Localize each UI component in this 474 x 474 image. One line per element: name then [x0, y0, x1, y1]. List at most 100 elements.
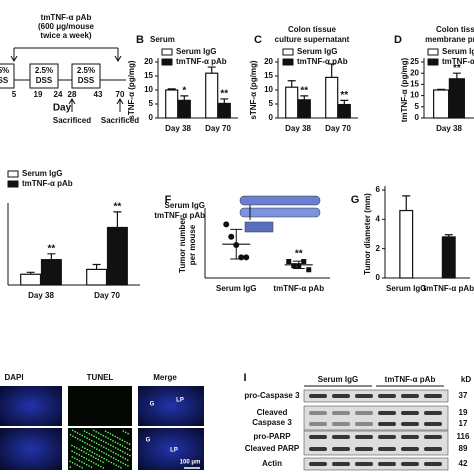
band	[378, 422, 396, 426]
label: Sacrificed	[53, 116, 91, 125]
x-tick-label: Day 70	[94, 291, 120, 300]
error-bar	[402, 195, 411, 211]
row-label: Cleaved	[257, 408, 288, 417]
x-tick-label: Day 70	[325, 124, 351, 133]
point	[228, 233, 235, 240]
error-bar	[452, 72, 461, 79]
band	[309, 411, 327, 415]
band	[309, 447, 327, 451]
chart-title: Serum	[150, 35, 175, 44]
x-tick-label: Day 38	[165, 124, 191, 133]
tunel-dot	[92, 461, 95, 464]
band	[332, 411, 350, 415]
row-label: Actin	[262, 459, 282, 468]
tunel-dot	[98, 438, 100, 440]
tunel-dot	[85, 463, 88, 466]
tunel-dot	[119, 449, 122, 452]
arrow	[10, 48, 122, 62]
kd-label: 17	[459, 419, 468, 428]
merge-image	[138, 428, 204, 470]
band	[401, 411, 419, 415]
tunel-dot	[100, 445, 103, 447]
tunel-dot	[105, 436, 107, 438]
label: Sacrificed	[101, 116, 139, 125]
tunel-dot	[88, 432, 91, 435]
tunel-dot	[97, 432, 100, 434]
label: DSS	[78, 76, 95, 85]
tunel-dot	[81, 440, 84, 443]
panel-letter: C	[254, 34, 262, 46]
tunel-dot	[112, 445, 114, 448]
tunel-dot	[78, 459, 81, 462]
tunel-dot	[71, 429, 74, 432]
error-bar	[292, 260, 305, 270]
group-label: tmTNF-α pAb	[385, 375, 436, 384]
y-tick-label: 15	[264, 71, 273, 80]
label: 43	[94, 90, 103, 99]
label: Day	[53, 103, 72, 114]
column-label: DAPI	[4, 373, 23, 382]
error-bar	[92, 263, 101, 270]
tunel-dot	[102, 461, 104, 463]
tunel-dot	[85, 452, 88, 454]
significance: **	[220, 89, 228, 100]
band	[378, 394, 396, 398]
tunel-dot	[86, 437, 88, 439]
y-axis-label: per mouse	[188, 224, 197, 265]
row-label: Cleaved PARP	[245, 444, 300, 453]
tunel-dot	[83, 451, 85, 453]
error-bar	[287, 80, 296, 88]
tunel-dot	[90, 460, 93, 463]
tunel-dot	[124, 457, 127, 460]
tunel-dot	[95, 457, 97, 460]
band	[378, 462, 396, 466]
unit-label: kD	[461, 375, 471, 384]
kd-label: 19	[459, 408, 468, 417]
tunel-dot	[100, 450, 103, 453]
tunel-dot	[100, 433, 102, 436]
significance: **	[295, 249, 303, 260]
label: 24	[54, 90, 63, 99]
band	[401, 435, 419, 439]
legend-label: tmTNF-α pAb	[22, 179, 73, 188]
tunel-dot	[95, 430, 98, 433]
tunel-dot	[107, 454, 110, 457]
blot-strip	[303, 405, 449, 431]
tunel-dot	[128, 449, 131, 451]
x-tick-label: Day 38	[285, 124, 311, 133]
error-bar	[230, 228, 243, 260]
region-label: LP	[176, 398, 184, 404]
x-tick-label: Day 38	[28, 291, 54, 300]
chart-title: Colon tissue	[288, 25, 337, 34]
error-bar	[340, 99, 349, 105]
chart-title: membrane protein	[425, 35, 474, 44]
tunel-dot	[79, 439, 81, 441]
label: 28	[68, 90, 77, 99]
tunel-dot	[123, 440, 126, 443]
y-tick-label: 10	[410, 91, 419, 100]
tunel-dot	[76, 458, 78, 461]
tunel-dot	[80, 449, 83, 452]
band	[401, 462, 419, 466]
tunel-dot	[114, 452, 117, 455]
y-tick-label: 2	[376, 244, 381, 253]
tunel-dot	[71, 456, 74, 458]
tunel-dot	[95, 442, 98, 445]
tunel-dot	[99, 460, 102, 462]
tunel-dot	[90, 434, 93, 436]
y-tick-label: 20	[410, 68, 419, 77]
bar	[433, 89, 450, 119]
tunel-dot	[72, 435, 74, 437]
tunel-dot	[90, 466, 93, 469]
y-tick-label: 0	[269, 113, 274, 122]
tunel-dot	[95, 436, 98, 439]
kd-label: 37	[459, 391, 468, 400]
tunel-dot	[129, 454, 131, 457]
tunel-image	[68, 386, 132, 426]
blot-strip	[303, 457, 449, 471]
tunel-dot	[122, 456, 124, 459]
y-axis-label: sTNF-α (pg/mg)	[249, 60, 258, 119]
tunel-dot	[107, 431, 109, 434]
region-label: G	[150, 402, 155, 408]
tunel-dot	[91, 445, 93, 448]
